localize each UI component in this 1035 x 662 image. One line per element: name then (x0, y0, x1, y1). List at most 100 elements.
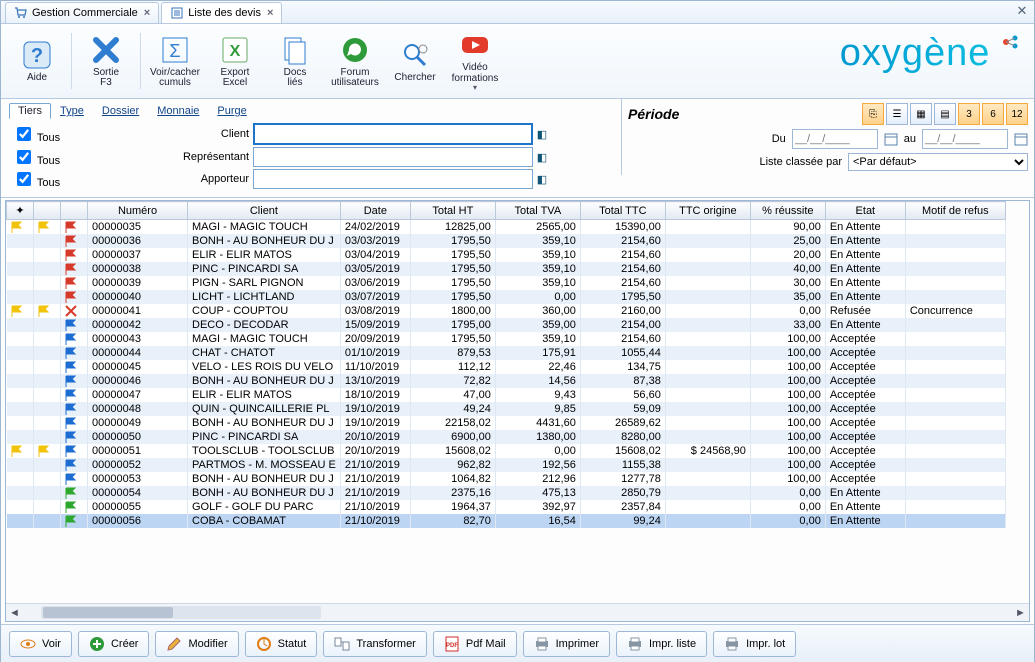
table-row[interactable]: 00000051TOOLSCLUB - TOOLSCLUB20/10/20191… (7, 444, 1006, 458)
tous-checkbox[interactable] (17, 150, 31, 164)
tab-gestion-commerciale[interactable]: Gestion Commerciale × (5, 2, 159, 23)
close-icon[interactable]: × (144, 7, 150, 19)
calendar-icon[interactable] (1014, 132, 1028, 146)
cell-flag (34, 220, 61, 235)
toolbar-docs-lies-button[interactable]: Docsliés (265, 29, 325, 93)
table-row[interactable]: 00000044CHAT - CHATOT01/10/2019879,53175… (7, 346, 1006, 360)
subtab-type[interactable]: Type (51, 103, 93, 119)
subtab-dossier[interactable]: Dossier (93, 103, 148, 119)
close-icon[interactable]: × (267, 7, 273, 19)
pdfmail-button[interactable]: PDF Pdf Mail (433, 631, 517, 657)
cell-date: 03/06/2019 (340, 276, 410, 290)
table-row[interactable]: 00000055GOLF - GOLF DU PARC21/10/2019196… (7, 500, 1006, 514)
lookup-icon[interactable]: ◧ (533, 170, 551, 188)
table-row[interactable]: 00000048QUIN - QUINCAILLERIE PL19/10/201… (7, 402, 1006, 416)
col-motif[interactable]: Motif de refus (905, 202, 1005, 220)
toolbar-voir-cumuls-button[interactable]: Σ Voir/cachercumuls (145, 29, 205, 93)
toolbar-aide-button[interactable]: ? Aide (7, 29, 67, 93)
table-row[interactable]: 00000041COUP - COUPTOU03/08/20191800,003… (7, 304, 1006, 318)
periode-btn-6[interactable]: 12 (1006, 103, 1028, 125)
corner-cell[interactable]: ✦ (7, 202, 34, 220)
statut-button[interactable]: Statut (245, 631, 318, 657)
col-orig[interactable]: TTC origine (665, 202, 750, 220)
cell-tva: 9,85 (495, 402, 580, 416)
date-au-input[interactable] (922, 129, 1008, 149)
cell-flag2 (61, 500, 88, 514)
table-row[interactable]: 00000049BONH - AU BONHEUR DU J19/10/2019… (7, 416, 1006, 430)
col-flag2[interactable] (61, 202, 88, 220)
scroll-right-icon[interactable]: ► (1012, 604, 1029, 621)
client-input[interactable] (253, 123, 533, 145)
lookup-icon[interactable]: ◧ (533, 148, 551, 166)
subtab-purge[interactable]: Purge (208, 103, 255, 119)
voir-button[interactable]: Voir (9, 631, 72, 657)
periode-btn-0[interactable]: ⎘ (862, 103, 884, 125)
apporteur-input[interactable] (253, 169, 533, 189)
table-row[interactable]: 00000040LICHT - LICHTLAND03/07/20191795,… (7, 290, 1006, 304)
table-row[interactable]: 00000035MAGI - MAGIC TOUCH24/02/20191282… (7, 220, 1006, 235)
table-row[interactable]: 00000037ELIR - ELIR MATOS03/04/20191795,… (7, 248, 1006, 262)
toolbar-video-button[interactable]: Vidéoformations ▾ (445, 29, 505, 93)
col-tva[interactable]: Total TVA (495, 202, 580, 220)
subtab-tiers[interactable]: Tiers (9, 103, 51, 119)
toolbar-chercher-button[interactable]: Chercher (385, 29, 445, 93)
table-row[interactable]: 00000056COBA - COBAMAT21/10/201982,7016,… (7, 514, 1006, 528)
sigma-icon: Σ (159, 34, 191, 66)
imprliste-button[interactable]: Impr. liste (616, 631, 707, 657)
periode-btn-1[interactable]: ☰ (886, 103, 908, 125)
modifier-button[interactable]: Modifier (155, 631, 238, 657)
table-row[interactable]: 00000042DECO - DECODAR15/09/20191795,003… (7, 318, 1006, 332)
col-numero[interactable]: Numéro (88, 202, 188, 220)
window-close-icon[interactable]: ✕ (1014, 3, 1030, 19)
cell-etat: Acceptée (825, 360, 905, 374)
table-row[interactable]: 00000047ELIR - ELIR MATOS18/10/201947,00… (7, 388, 1006, 402)
col-client[interactable]: Client (188, 202, 341, 220)
cell-ttc: 26589,62 (580, 416, 665, 430)
cell-tva: 392,97 (495, 500, 580, 514)
grid-h-scrollbar[interactable]: ◄ ► (6, 603, 1029, 621)
table-row[interactable]: 00000039PIGN - SARL PIGNON03/06/20191795… (7, 276, 1006, 290)
calendar-icon[interactable] (884, 132, 898, 146)
scroll-left-icon[interactable]: ◄ (6, 604, 23, 621)
col-etat[interactable]: Etat (825, 202, 905, 220)
toolbar-forum-button[interactable]: Forumutilisateurs (325, 29, 385, 93)
row-flag-icon (7, 318, 34, 332)
table-row[interactable]: 00000052PARTMOS - M. MOSSEAU E21/10/2019… (7, 458, 1006, 472)
periode-btn-3[interactable]: ▤ (934, 103, 956, 125)
imprlot-button[interactable]: Impr. lot (713, 631, 796, 657)
col-ttc[interactable]: Total TTC (580, 202, 665, 220)
creer-button[interactable]: Créer (78, 631, 150, 657)
plus-icon (89, 636, 105, 652)
table-row[interactable]: 00000050PINC - PINCARDI SA20/10/20196900… (7, 430, 1006, 444)
periode-btn-4[interactable]: 3 (958, 103, 980, 125)
transformer-button[interactable]: Transformer (323, 631, 427, 657)
col-reussite[interactable]: % réussite (750, 202, 825, 220)
col-date[interactable]: Date (340, 202, 410, 220)
table-row[interactable]: 00000046BONH - AU BONHEUR DU J13/10/2019… (7, 374, 1006, 388)
cell-client: GOLF - GOLF DU PARC (188, 500, 341, 514)
cell-date: 03/03/2019 (340, 234, 410, 248)
table-row[interactable]: 00000053BONH - AU BONHEUR DU J21/10/2019… (7, 472, 1006, 486)
date-du-input[interactable] (792, 129, 878, 149)
lookup-icon[interactable]: ◧ (533, 125, 551, 143)
table-row[interactable]: 00000043MAGI - MAGIC TOUCH20/09/20191795… (7, 332, 1006, 346)
cell-ht: 1800,00 (410, 304, 495, 318)
table-row[interactable]: 00000038PINC - PINCARDI SA03/05/20191795… (7, 262, 1006, 276)
table-row[interactable]: 00000045VELO - LES ROIS DU VELO11/10/201… (7, 360, 1006, 374)
table-row[interactable]: 00000054BONH - AU BONHEUR DU J21/10/2019… (7, 486, 1006, 500)
tab-liste-des-devis[interactable]: Liste des devis × (161, 2, 282, 23)
toolbar-export-excel-button[interactable]: X ExportExcel (205, 29, 265, 93)
subtab-monnaie[interactable]: Monnaie (148, 103, 208, 119)
cell-numero: 00000054 (88, 486, 188, 500)
table-row[interactable]: 00000036BONH - AU BONHEUR DU J03/03/2019… (7, 234, 1006, 248)
periode-btn-5[interactable]: 6 (982, 103, 1004, 125)
col-flag[interactable] (34, 202, 61, 220)
classee-select[interactable]: <Par défaut> (848, 153, 1028, 171)
col-ht[interactable]: Total HT (410, 202, 495, 220)
tous-checkbox[interactable] (17, 127, 31, 141)
imprimer-button[interactable]: Imprimer (523, 631, 610, 657)
tous-checkbox[interactable] (17, 172, 31, 186)
représentant-input[interactable] (253, 147, 533, 167)
toolbar-sortie-button[interactable]: SortieF3 (76, 29, 136, 93)
periode-btn-2[interactable]: ▦ (910, 103, 932, 125)
